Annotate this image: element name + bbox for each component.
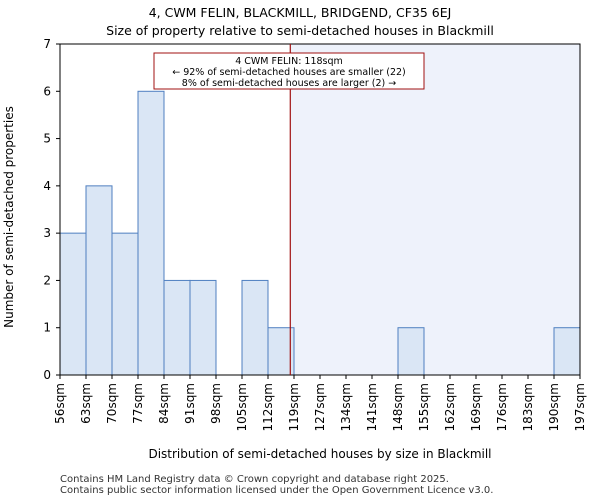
y-tick-label: 1 bbox=[43, 321, 51, 335]
bar-77sqm bbox=[137, 90, 165, 376]
bar-148sqm bbox=[397, 327, 425, 376]
y-tick-label: 2 bbox=[43, 273, 51, 287]
x-tick-label: 148sqm bbox=[391, 383, 405, 431]
annotation-line: 8% of semi-detached houses are larger (2… bbox=[182, 78, 396, 89]
x-tick-label: 127sqm bbox=[313, 383, 327, 431]
x-tick-label: 190sqm bbox=[547, 383, 561, 431]
x-tick-label: 91sqm bbox=[183, 383, 197, 424]
bar-112sqm bbox=[267, 327, 295, 376]
y-tick-label: 6 bbox=[43, 84, 51, 98]
bar-105sqm bbox=[241, 279, 269, 376]
x-tick-label: 134sqm bbox=[339, 383, 353, 431]
x-tick-label: 56sqm bbox=[53, 383, 67, 424]
bar-91sqm bbox=[189, 279, 217, 376]
x-tick-label: 98sqm bbox=[209, 383, 223, 424]
x-tick-label: 162sqm bbox=[443, 383, 457, 431]
bar-63sqm bbox=[85, 185, 113, 376]
x-tick-label: 105sqm bbox=[235, 383, 249, 431]
x-tick-label: 77sqm bbox=[131, 383, 145, 424]
bar-70sqm bbox=[111, 232, 139, 376]
chart-subtitle: Size of property relative to semi-detach… bbox=[106, 23, 494, 38]
y-axis-label: Number of semi-detached properties bbox=[2, 106, 16, 328]
annotation-line: ← 92% of semi-detached houses are smalle… bbox=[172, 67, 406, 78]
x-tick-label: 155sqm bbox=[417, 383, 431, 431]
y-tick-label: 0 bbox=[43, 368, 51, 382]
y-tick-label: 4 bbox=[43, 179, 51, 193]
x-tick-label: 176sqm bbox=[495, 383, 509, 431]
x-tick-label: 84sqm bbox=[157, 383, 171, 424]
y-tick-label: 7 bbox=[43, 37, 51, 51]
annotation-line: 4 CWM FELIN: 118sqm bbox=[235, 56, 343, 67]
x-tick-label: 169sqm bbox=[469, 383, 483, 431]
bar-84sqm bbox=[163, 279, 191, 376]
larger-region bbox=[290, 44, 580, 375]
x-tick-label: 119sqm bbox=[287, 383, 301, 431]
x-tick-label: 112sqm bbox=[261, 383, 275, 431]
footer-copyright: Contains HM Land Registry data © Crown c… bbox=[60, 474, 449, 485]
chart-title: 4, CWM FELIN, BLACKMILL, BRIDGEND, CF35 … bbox=[148, 5, 452, 20]
bar-190sqm bbox=[553, 327, 581, 376]
y-tick-label: 3 bbox=[43, 226, 51, 240]
annotation-box bbox=[153, 52, 425, 90]
x-tick-label: 141sqm bbox=[365, 383, 379, 431]
x-tick-label: 183sqm bbox=[521, 383, 535, 431]
x-tick-label: 70sqm bbox=[105, 383, 119, 424]
bar-56sqm bbox=[59, 232, 87, 376]
x-tick-label: 63sqm bbox=[79, 383, 93, 424]
y-tick-label: 5 bbox=[43, 132, 51, 146]
footer-licence: Contains public sector information licen… bbox=[60, 485, 494, 496]
x-axis-label: Distribution of semi-detached houses by … bbox=[148, 447, 491, 461]
x-tick-label: 197sqm bbox=[573, 383, 587, 431]
